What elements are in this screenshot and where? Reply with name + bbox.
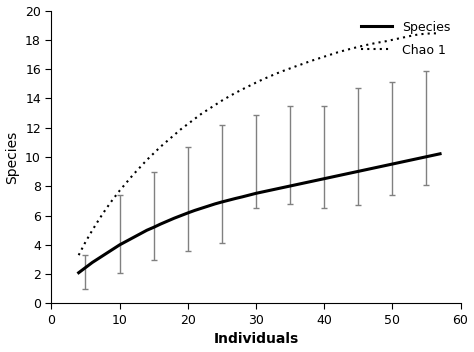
X-axis label: Individuals: Individuals <box>213 332 299 346</box>
Legend: Species, Chao 1: Species, Chao 1 <box>357 17 454 60</box>
Y-axis label: Species: Species <box>6 130 19 184</box>
